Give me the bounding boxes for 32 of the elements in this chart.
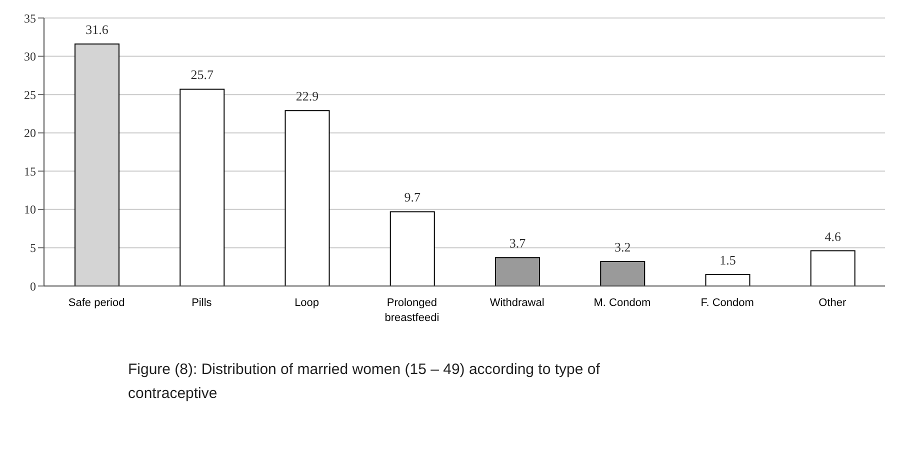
y-tick-label: 0 [30,279,36,294]
y-tick-label: 35 [24,11,36,26]
x-tick-label: M. Condom [594,297,651,309]
bar [180,88,225,286]
x-tick-label: Other [818,297,847,309]
x-tick-label: Withdrawal [490,297,544,309]
data-label: 25.7 [190,67,214,82]
y-tick-label: 30 [24,50,36,64]
data-label: 3.7 [509,236,526,251]
x-tick-label: Safe period [68,297,125,309]
text: Figure (8): Distribution of married women (15 – 49) according to type of contraceptive [128,360,601,404]
data-label: 9.7 [404,190,421,205]
bar [600,260,646,286]
y-tick-label: 10 [24,202,36,217]
bar [495,257,540,286]
y-tick-label: 5 [30,240,36,255]
data-label: 31.6 [86,22,109,38]
y-tick-label: 25 [24,88,36,102]
x-tick-label: Prolonged breastfeedi [384,297,440,324]
data-label: 1.5 [720,252,736,268]
y-tick-label: 15 [24,164,36,178]
data-label: 3.2 [614,239,631,254]
bar [284,110,330,286]
bar [705,274,750,286]
data-label: 4.6 [824,228,842,244]
bar [810,250,856,286]
bar [390,211,435,286]
y-tick-label: 20 [24,126,36,140]
data-label: 22.9 [296,88,319,104]
x-tick-label: F. Condom [700,297,754,309]
x-tick-label: Pills [192,297,212,309]
x-tick-label: Loop [294,297,320,309]
